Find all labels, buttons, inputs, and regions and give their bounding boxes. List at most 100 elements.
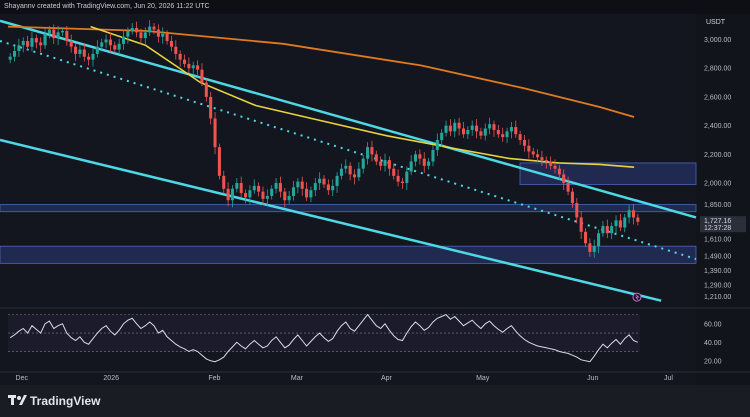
currency-label[interactable]: USDT bbox=[706, 19, 726, 26]
candle-body bbox=[82, 49, 86, 57]
candle bbox=[453, 119, 457, 138]
candle-body bbox=[331, 185, 335, 191]
candle-body bbox=[244, 193, 248, 198]
candle-body bbox=[239, 183, 243, 194]
candle bbox=[444, 120, 448, 137]
candle bbox=[56, 25, 60, 46]
rsi-indicator bbox=[8, 313, 640, 363]
candle-body bbox=[562, 174, 566, 184]
brand-name[interactable]: TradingView bbox=[30, 394, 101, 408]
candle-body bbox=[339, 168, 343, 176]
price-tick-label: 2,000.00 bbox=[704, 181, 731, 188]
candle bbox=[344, 159, 348, 174]
candle-body bbox=[536, 154, 540, 158]
candle bbox=[483, 123, 487, 141]
candle bbox=[514, 120, 518, 138]
candle-body bbox=[601, 226, 605, 234]
channel-line bbox=[0, 138, 662, 302]
plot-background bbox=[0, 0, 696, 385]
candle bbox=[501, 127, 505, 142]
candle bbox=[422, 152, 426, 173]
candle bbox=[623, 213, 627, 233]
candle-body bbox=[222, 175, 226, 189]
candle bbox=[361, 155, 365, 174]
candle bbox=[91, 48, 95, 67]
candle bbox=[152, 23, 156, 35]
candle-body bbox=[344, 165, 348, 169]
candle bbox=[553, 159, 557, 174]
candle-body bbox=[514, 127, 518, 135]
candle bbox=[291, 180, 296, 201]
candle-body bbox=[60, 30, 65, 33]
candle bbox=[235, 178, 239, 193]
candle bbox=[43, 27, 47, 49]
candle-body bbox=[121, 36, 126, 44]
price-tick-label: 2,600.00 bbox=[704, 94, 731, 101]
candle-body bbox=[296, 181, 300, 188]
candle bbox=[374, 150, 378, 166]
candle bbox=[21, 37, 25, 53]
time-tick-label: 2026 bbox=[103, 375, 119, 382]
candle-body bbox=[200, 69, 204, 83]
candle bbox=[418, 149, 422, 165]
candle bbox=[209, 91, 213, 125]
candle bbox=[631, 203, 635, 225]
candle-body bbox=[8, 56, 12, 60]
candle-body bbox=[30, 38, 34, 47]
candle-body bbox=[579, 217, 583, 232]
candle-body bbox=[396, 175, 400, 182]
candle bbox=[174, 40, 178, 60]
candle bbox=[69, 34, 73, 53]
candle bbox=[383, 153, 387, 172]
price-tick-label: 1,390.00 bbox=[704, 268, 731, 275]
candle-body bbox=[444, 125, 448, 133]
candle-body bbox=[139, 32, 143, 39]
candle bbox=[244, 189, 248, 204]
candle bbox=[309, 186, 313, 203]
candle bbox=[165, 30, 169, 45]
candle bbox=[457, 117, 461, 136]
candle bbox=[117, 38, 121, 55]
candle bbox=[257, 182, 261, 197]
candle bbox=[222, 170, 226, 194]
candle-body bbox=[143, 32, 147, 39]
time-tick-label: Jun bbox=[587, 375, 598, 382]
candle-body bbox=[126, 30, 130, 37]
price-zone bbox=[0, 204, 697, 213]
candle-body bbox=[300, 181, 304, 189]
candle-body bbox=[74, 46, 78, 54]
candle bbox=[527, 139, 531, 159]
rsi-line bbox=[9, 313, 638, 363]
candle-body bbox=[352, 174, 357, 178]
candle-body bbox=[422, 158, 426, 166]
candle bbox=[283, 188, 287, 208]
candle bbox=[204, 78, 208, 102]
candle bbox=[392, 163, 396, 180]
candle-body bbox=[522, 139, 527, 146]
candle-body bbox=[553, 165, 557, 169]
candle bbox=[618, 213, 622, 232]
candle bbox=[278, 176, 282, 198]
candle bbox=[78, 44, 82, 58]
candle-body bbox=[605, 226, 609, 234]
candle-body bbox=[278, 183, 282, 192]
candle bbox=[248, 185, 252, 205]
candle-body bbox=[466, 129, 470, 135]
candle bbox=[461, 122, 466, 138]
candle-body bbox=[56, 32, 60, 39]
tradingview-logo-icon[interactable] bbox=[8, 393, 28, 407]
time-tick-label: Dec bbox=[16, 375, 29, 382]
candle-body bbox=[357, 168, 361, 178]
candle bbox=[100, 38, 104, 52]
candle-body bbox=[540, 157, 544, 161]
price-axis-background bbox=[696, 0, 750, 385]
candle bbox=[187, 57, 191, 73]
candle bbox=[318, 172, 322, 191]
candle bbox=[505, 127, 509, 143]
candle-body bbox=[39, 42, 43, 46]
candle-body bbox=[597, 233, 601, 247]
candle bbox=[636, 213, 640, 226]
candle-body bbox=[631, 210, 635, 218]
candle bbox=[400, 178, 404, 189]
candle bbox=[52, 24, 56, 44]
